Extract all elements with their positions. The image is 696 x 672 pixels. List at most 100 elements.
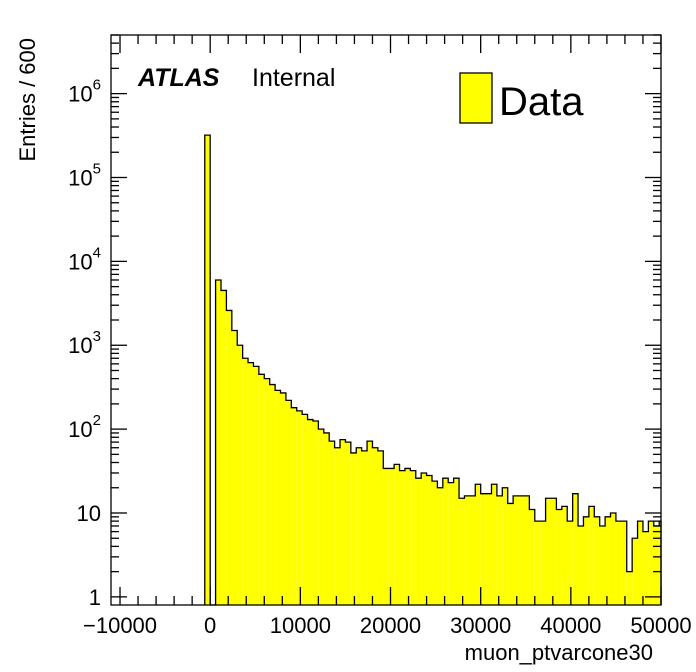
histogram-bar	[334, 447, 341, 605]
histogram-bar	[442, 478, 449, 605]
histogram-bar	[410, 470, 416, 605]
histogram-bar	[264, 378, 270, 605]
histogram-bar	[269, 384, 276, 605]
histogram-bar	[323, 432, 330, 605]
legend: Data	[459, 72, 584, 124]
histogram-bar	[469, 495, 476, 605]
histogram-bar	[659, 521, 661, 605]
histogram-bar	[367, 441, 373, 605]
histogram-bar	[345, 442, 351, 605]
histogram-bar	[615, 521, 622, 605]
histogram-bar	[480, 493, 487, 605]
histogram-bar	[361, 450, 368, 605]
histogram-bar	[296, 410, 303, 605]
histogram-bar	[275, 390, 281, 605]
histogram-bar	[637, 521, 643, 605]
y-axis-title: Entries / 600	[15, 38, 40, 162]
histogram-bar	[302, 414, 308, 605]
histogram-bar	[372, 447, 378, 605]
histogram-bar	[426, 475, 432, 605]
histogram-bar	[415, 478, 422, 605]
histogram-bar	[572, 493, 579, 605]
histogram-bar	[486, 493, 492, 605]
histogram-bar	[242, 358, 249, 605]
histogram-bar	[594, 516, 600, 605]
histogram-bar	[475, 484, 481, 605]
x-tick-label: 40000	[540, 613, 601, 638]
histogram-bar	[383, 468, 389, 605]
histogram-bar	[567, 521, 573, 605]
x-tick-label: 0	[204, 613, 216, 638]
y-tick-label: 10	[77, 501, 101, 526]
histogram-bar	[285, 400, 292, 605]
x-tick-label: 20000	[360, 613, 421, 638]
histogram-bar	[291, 407, 297, 605]
axis-ticks	[111, 34, 662, 605]
histogram-bar	[377, 450, 384, 605]
histogram-bar	[523, 495, 530, 605]
histogram-bar	[513, 495, 519, 605]
x-tick-label: 50000	[630, 613, 691, 638]
histogram-bar	[226, 310, 232, 605]
y-tick-label: 105	[68, 161, 101, 191]
histogram-bar	[507, 503, 514, 605]
histogram-bar	[221, 290, 227, 605]
histogram-bar	[518, 495, 524, 605]
x-tick-label: −10000	[83, 613, 157, 638]
histogram-bar	[329, 441, 335, 605]
histogram-bar	[237, 345, 243, 605]
histogram-bar	[399, 470, 405, 605]
histogram-bar	[318, 429, 324, 605]
histogram-bar	[394, 464, 400, 605]
histogram-bar	[258, 374, 265, 605]
histogram-bar	[280, 392, 286, 605]
histogram-bar	[653, 525, 660, 605]
histogram-bar	[248, 362, 254, 605]
legend-label-data: Data	[499, 80, 584, 124]
histogram-bar	[561, 506, 568, 605]
y-tick-label: 106	[68, 77, 101, 107]
histogram-bar	[491, 484, 497, 605]
y-tick-label: 103	[68, 328, 101, 358]
histogram-bar	[312, 420, 319, 605]
histogram-bar	[431, 481, 438, 605]
histogram-bar	[578, 525, 584, 605]
histogram-bar	[626, 571, 633, 605]
histogram-bar	[253, 366, 259, 605]
histogram-bar	[540, 521, 546, 605]
histogram-bar	[551, 498, 557, 605]
histogram-bar	[632, 538, 638, 605]
histogram-bar	[404, 468, 411, 605]
histogram-bar	[448, 482, 454, 605]
histogram-bar	[464, 495, 470, 605]
histogram-bar	[204, 135, 211, 606]
histogram-bar	[307, 419, 313, 605]
histogram-bar	[421, 472, 427, 605]
histogram-bar	[621, 521, 627, 605]
histogram-bar	[453, 478, 460, 605]
histogram-bar	[502, 487, 508, 605]
y-tick-labels: 1 10 102 103 104 105 106	[68, 77, 101, 610]
internal-label: Internal	[252, 64, 335, 92]
histogram-outline	[204, 134, 662, 606]
x-axis-title: muon_ptvarcone30	[465, 640, 653, 665]
x-tick-label: 30000	[450, 613, 511, 638]
histogram-bar	[648, 521, 654, 605]
histogram-bars	[204, 135, 661, 606]
histogram-bar	[529, 509, 535, 605]
histogram-bar	[388, 468, 395, 605]
histogram-bar	[534, 521, 541, 605]
histogram-bar	[610, 512, 616, 605]
x-tick-label: 10000	[270, 613, 331, 638]
histogram-bar	[496, 495, 503, 605]
histogram-bar	[588, 506, 595, 605]
histogram-bar	[545, 498, 551, 605]
x-tick-labels: −10000 0 10000 20000 30000 40000 50000	[83, 613, 692, 638]
histogram-bar	[437, 487, 443, 605]
histogram-bar	[215, 279, 221, 605]
histogram-bar	[599, 525, 606, 605]
legend-swatch-data	[459, 72, 493, 124]
histogram-bar	[231, 330, 238, 605]
y-tick-label: 1	[89, 585, 101, 610]
